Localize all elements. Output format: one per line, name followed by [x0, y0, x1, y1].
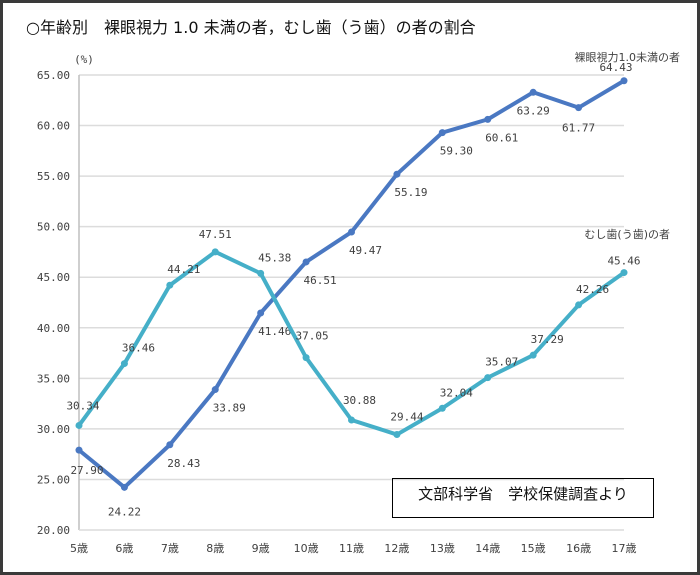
vision-series-data-label: 60.61	[485, 131, 518, 144]
y-tick-label: 35.00	[37, 372, 70, 385]
vision-series-data-label: 33.89	[213, 402, 246, 415]
caries-series-label: むし歯(う歯)の者	[584, 228, 670, 241]
x-tick-label: 12歳	[384, 542, 409, 555]
caries-series-point	[348, 416, 355, 424]
vision-series-data-label: 27.90	[70, 464, 103, 477]
vision-series-point	[393, 170, 401, 178]
vision-series-label: 裸眼視力1.0未満の者	[575, 50, 681, 64]
caries-series-data-label: 45.46	[607, 255, 640, 268]
vision-series-point	[302, 258, 310, 266]
vision-series-data-label: 46.51	[304, 274, 337, 287]
vision-series-point	[575, 104, 583, 112]
x-tick-label: 11歳	[339, 542, 364, 555]
vision-series-point	[211, 386, 219, 394]
vision-series-point	[166, 441, 174, 449]
vision-series-point	[529, 88, 537, 96]
chart-title: ○年齢別 裸眼視力 1.0 未満の者，むし歯（う歯）の者の割合	[26, 18, 476, 37]
y-tick-label: 50.00	[37, 221, 70, 234]
caries-series-point	[302, 354, 310, 362]
y-axis-unit: (%)	[74, 53, 94, 66]
caries-series-point	[484, 374, 492, 382]
vision-series-point	[348, 228, 355, 236]
x-tick-label: 7歳	[161, 542, 179, 555]
caries-series-data-label: 29.44	[390, 411, 423, 424]
vision-series-point	[438, 129, 446, 137]
caries-series-point	[575, 301, 583, 309]
x-tick-label: 8歳	[206, 542, 224, 555]
caries-series-data-label: 44.21	[167, 263, 200, 276]
source-note: 文部科学省 学校保健調査より	[392, 478, 654, 518]
caries-series-data-label: 35.07	[485, 356, 518, 369]
caries-series-data-label: 30.88	[343, 394, 376, 407]
y-tick-label: 55.00	[37, 170, 70, 183]
caries-series-data-label: 37.29	[531, 333, 564, 346]
caries-series-point	[620, 269, 628, 277]
y-tick-label: 60.00	[37, 120, 70, 133]
caries-series-point	[211, 248, 219, 256]
vision-series-data-label: 49.47	[349, 244, 382, 257]
caries-series-data-label: 42.26	[576, 283, 609, 296]
vision-series-data-label: 24.22	[108, 505, 141, 518]
caries-series-data-label: 30.34	[66, 399, 99, 412]
x-tick-label: 16歳	[566, 542, 591, 555]
caries-series-data-label: 32.04	[440, 386, 473, 399]
caries-series-data-label: 45.38	[258, 251, 291, 264]
caries-series-point	[393, 431, 401, 439]
x-tick-label: 6歳	[115, 542, 133, 555]
vision-series-point	[484, 115, 492, 123]
vision-series-line	[77, 79, 626, 490]
y-tick-label: 20.00	[37, 524, 70, 537]
vision-series-data-label: 61.77	[562, 122, 595, 135]
vision-series-point	[120, 483, 128, 491]
x-tick-label: 5歳	[70, 542, 88, 555]
y-tick-label: 65.00	[37, 69, 70, 82]
vision-series-data-label: 55.19	[394, 186, 427, 199]
x-tick-label: 15歳	[521, 542, 546, 555]
vision-series-data-label: 59.30	[440, 145, 473, 158]
y-tick-label: 40.00	[37, 322, 70, 335]
x-tick-label: 10歳	[294, 542, 319, 555]
vision-series-point	[620, 77, 628, 85]
vision-series-data-label: 28.43	[167, 457, 200, 470]
caries-series-data-label: 47.51	[199, 228, 232, 241]
y-tick-label: 45.00	[37, 271, 70, 284]
caries-series-point	[120, 360, 128, 368]
vision-series-point	[257, 309, 265, 317]
y-tick-label: 30.00	[37, 423, 70, 436]
vision-series-data-label: 63.29	[517, 104, 550, 117]
vision-series-point	[75, 446, 83, 454]
caries-series-point	[257, 269, 265, 277]
y-tick-label: 25.00	[37, 473, 70, 486]
x-tick-label: 17歳	[612, 542, 637, 555]
caries-series-data-label: 36.46	[122, 342, 155, 355]
caries-series-point	[166, 281, 174, 289]
vision-series-data-label: 41.46	[258, 325, 291, 338]
x-tick-label: 9歳	[252, 542, 270, 555]
caries-series-point	[438, 404, 446, 412]
vision-series-data-label: 64.43	[599, 61, 632, 74]
caries-series-data-label: 37.05	[296, 330, 329, 343]
x-tick-label: 13歳	[430, 542, 455, 555]
caries-series-point	[529, 351, 537, 359]
x-tick-label: 14歳	[475, 542, 500, 555]
caries-series-point	[75, 421, 83, 429]
